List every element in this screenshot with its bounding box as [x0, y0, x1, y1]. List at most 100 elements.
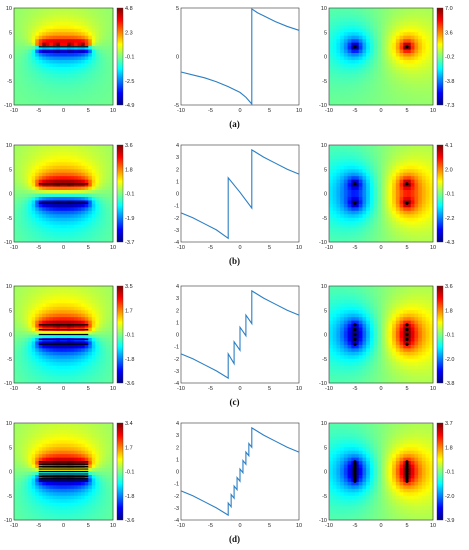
- heatmap-cell: [21, 289, 26, 294]
- heatmap-cell: [351, 162, 356, 167]
- heatmap-cell: [109, 292, 114, 297]
- heatmap-cell: [369, 35, 374, 40]
- heatmap-cell: [35, 148, 40, 153]
- heatmap-cell: [59, 433, 64, 438]
- heatmap-cell: [77, 73, 82, 78]
- heatmap-cell: [358, 84, 363, 89]
- heatmap-cell: [109, 235, 114, 239]
- heatmap-cell: [340, 200, 345, 205]
- heatmap-cell: [366, 53, 371, 57]
- heatmap-cell: [425, 8, 430, 12]
- heatmap-cell: [98, 91, 103, 95]
- heatmap-cell: [407, 337, 412, 342]
- heatmap-cell: [366, 331, 371, 335]
- heatmap-cell: [17, 28, 22, 33]
- heatmap-cell: [45, 158, 50, 163]
- heatmap-cell: [21, 98, 26, 102]
- heatmap-cell: [67, 179, 71, 184]
- heatmap-cell: [377, 214, 382, 219]
- heatmap-cell: [381, 228, 386, 232]
- heatmap-cell: [14, 351, 18, 356]
- heatmap-cell: [91, 14, 96, 19]
- heatmap-cell: [24, 14, 29, 19]
- heatmap-cell: [381, 49, 386, 54]
- heatmap-cell: [410, 376, 415, 380]
- heatmap-cell: [31, 426, 36, 431]
- heatmap-cell: [14, 423, 18, 427]
- heatmap-cell: [45, 200, 50, 205]
- heatmap-cell: [358, 286, 363, 290]
- heatmap-cell: [63, 303, 68, 308]
- heatmap-cell: [414, 203, 419, 208]
- heatmap-cell: [84, 148, 89, 153]
- heatmap-cell: [98, 11, 103, 16]
- heatmap-cell: [392, 70, 397, 75]
- heatmap-cell: [14, 53, 18, 57]
- heatmap-cell: [384, 77, 389, 82]
- heatmap-cell: [429, 376, 434, 380]
- heatmap-cell: [410, 358, 415, 363]
- heatmap-cell: [336, 324, 341, 328]
- heatmap-cell: [425, 231, 430, 236]
- heatmap-cell: [67, 317, 71, 322]
- heatmap-cell: [56, 217, 61, 222]
- heatmap-cell: [38, 35, 43, 40]
- heatmap-cell: [343, 331, 348, 335]
- heatmap-cell: [81, 303, 86, 308]
- heatmap-cell: [377, 39, 382, 44]
- heatmap-cell: [109, 148, 114, 153]
- heatmap-cell: [392, 179, 397, 184]
- y-tick-label: 5: [324, 308, 327, 314]
- heatmap-cell: [388, 73, 393, 78]
- heatmap-cell: [366, 217, 371, 222]
- heatmap-cell: [24, 165, 29, 170]
- heatmap-cell: [45, 21, 50, 26]
- heatmap-cell: [35, 186, 40, 191]
- heatmap-cell: [392, 98, 397, 102]
- heatmap-cell: [38, 98, 43, 102]
- heatmap-cell: [429, 193, 434, 198]
- heatmap-cell: [414, 372, 419, 377]
- heatmap-cell: [56, 46, 61, 50]
- heatmap-cell: [28, 46, 33, 50]
- heatmap-cell: [347, 18, 352, 23]
- heatmap-cell: [421, 73, 426, 78]
- heatmap-cell: [77, 334, 82, 339]
- heatmap-cell: [381, 221, 386, 226]
- heatmap-cell: [31, 77, 36, 82]
- heatmap-cell: [373, 217, 378, 222]
- heatmap-cell: [336, 101, 341, 106]
- heatmap-cell: [91, 98, 96, 102]
- heatmap-cell: [49, 324, 54, 328]
- heatmap-cell: [81, 158, 86, 163]
- heatmap-cell: [429, 372, 434, 377]
- heatmap-cell: [42, 73, 47, 78]
- heatmap-cell: [52, 310, 57, 315]
- heatmap-cell: [392, 73, 397, 78]
- heatmap-cell: [366, 101, 371, 106]
- heatmap-cell: [414, 77, 419, 82]
- heatmap-cell: [381, 172, 386, 177]
- heatmap-cell: [109, 176, 114, 181]
- heatmap-cell: [28, 341, 33, 346]
- heatmap-cell: [399, 70, 404, 75]
- heatmap-cell: [109, 94, 114, 99]
- heatmap-cell: [38, 56, 43, 61]
- heatmap-cell: [366, 327, 371, 332]
- heatmap-cell: [410, 25, 415, 30]
- heatmap-cell: [388, 210, 393, 215]
- heatmap-cell: [109, 351, 114, 356]
- heatmap-cell: [109, 331, 114, 335]
- heatmap-cell: [56, 155, 61, 160]
- heatmap-cell: [95, 299, 100, 304]
- heatmap-cell: [102, 310, 107, 315]
- heatmap-cell: [95, 176, 100, 181]
- heatmap-cell: [329, 63, 334, 68]
- heatmap-cell: [332, 155, 337, 160]
- heatmap-cell: [351, 317, 356, 322]
- heatmap-cell: [355, 286, 360, 290]
- heatmap-cell: [70, 94, 75, 99]
- heatmap-cell: [358, 21, 363, 26]
- heatmap-cell: [70, 87, 75, 92]
- heatmap-cell: [366, 231, 371, 236]
